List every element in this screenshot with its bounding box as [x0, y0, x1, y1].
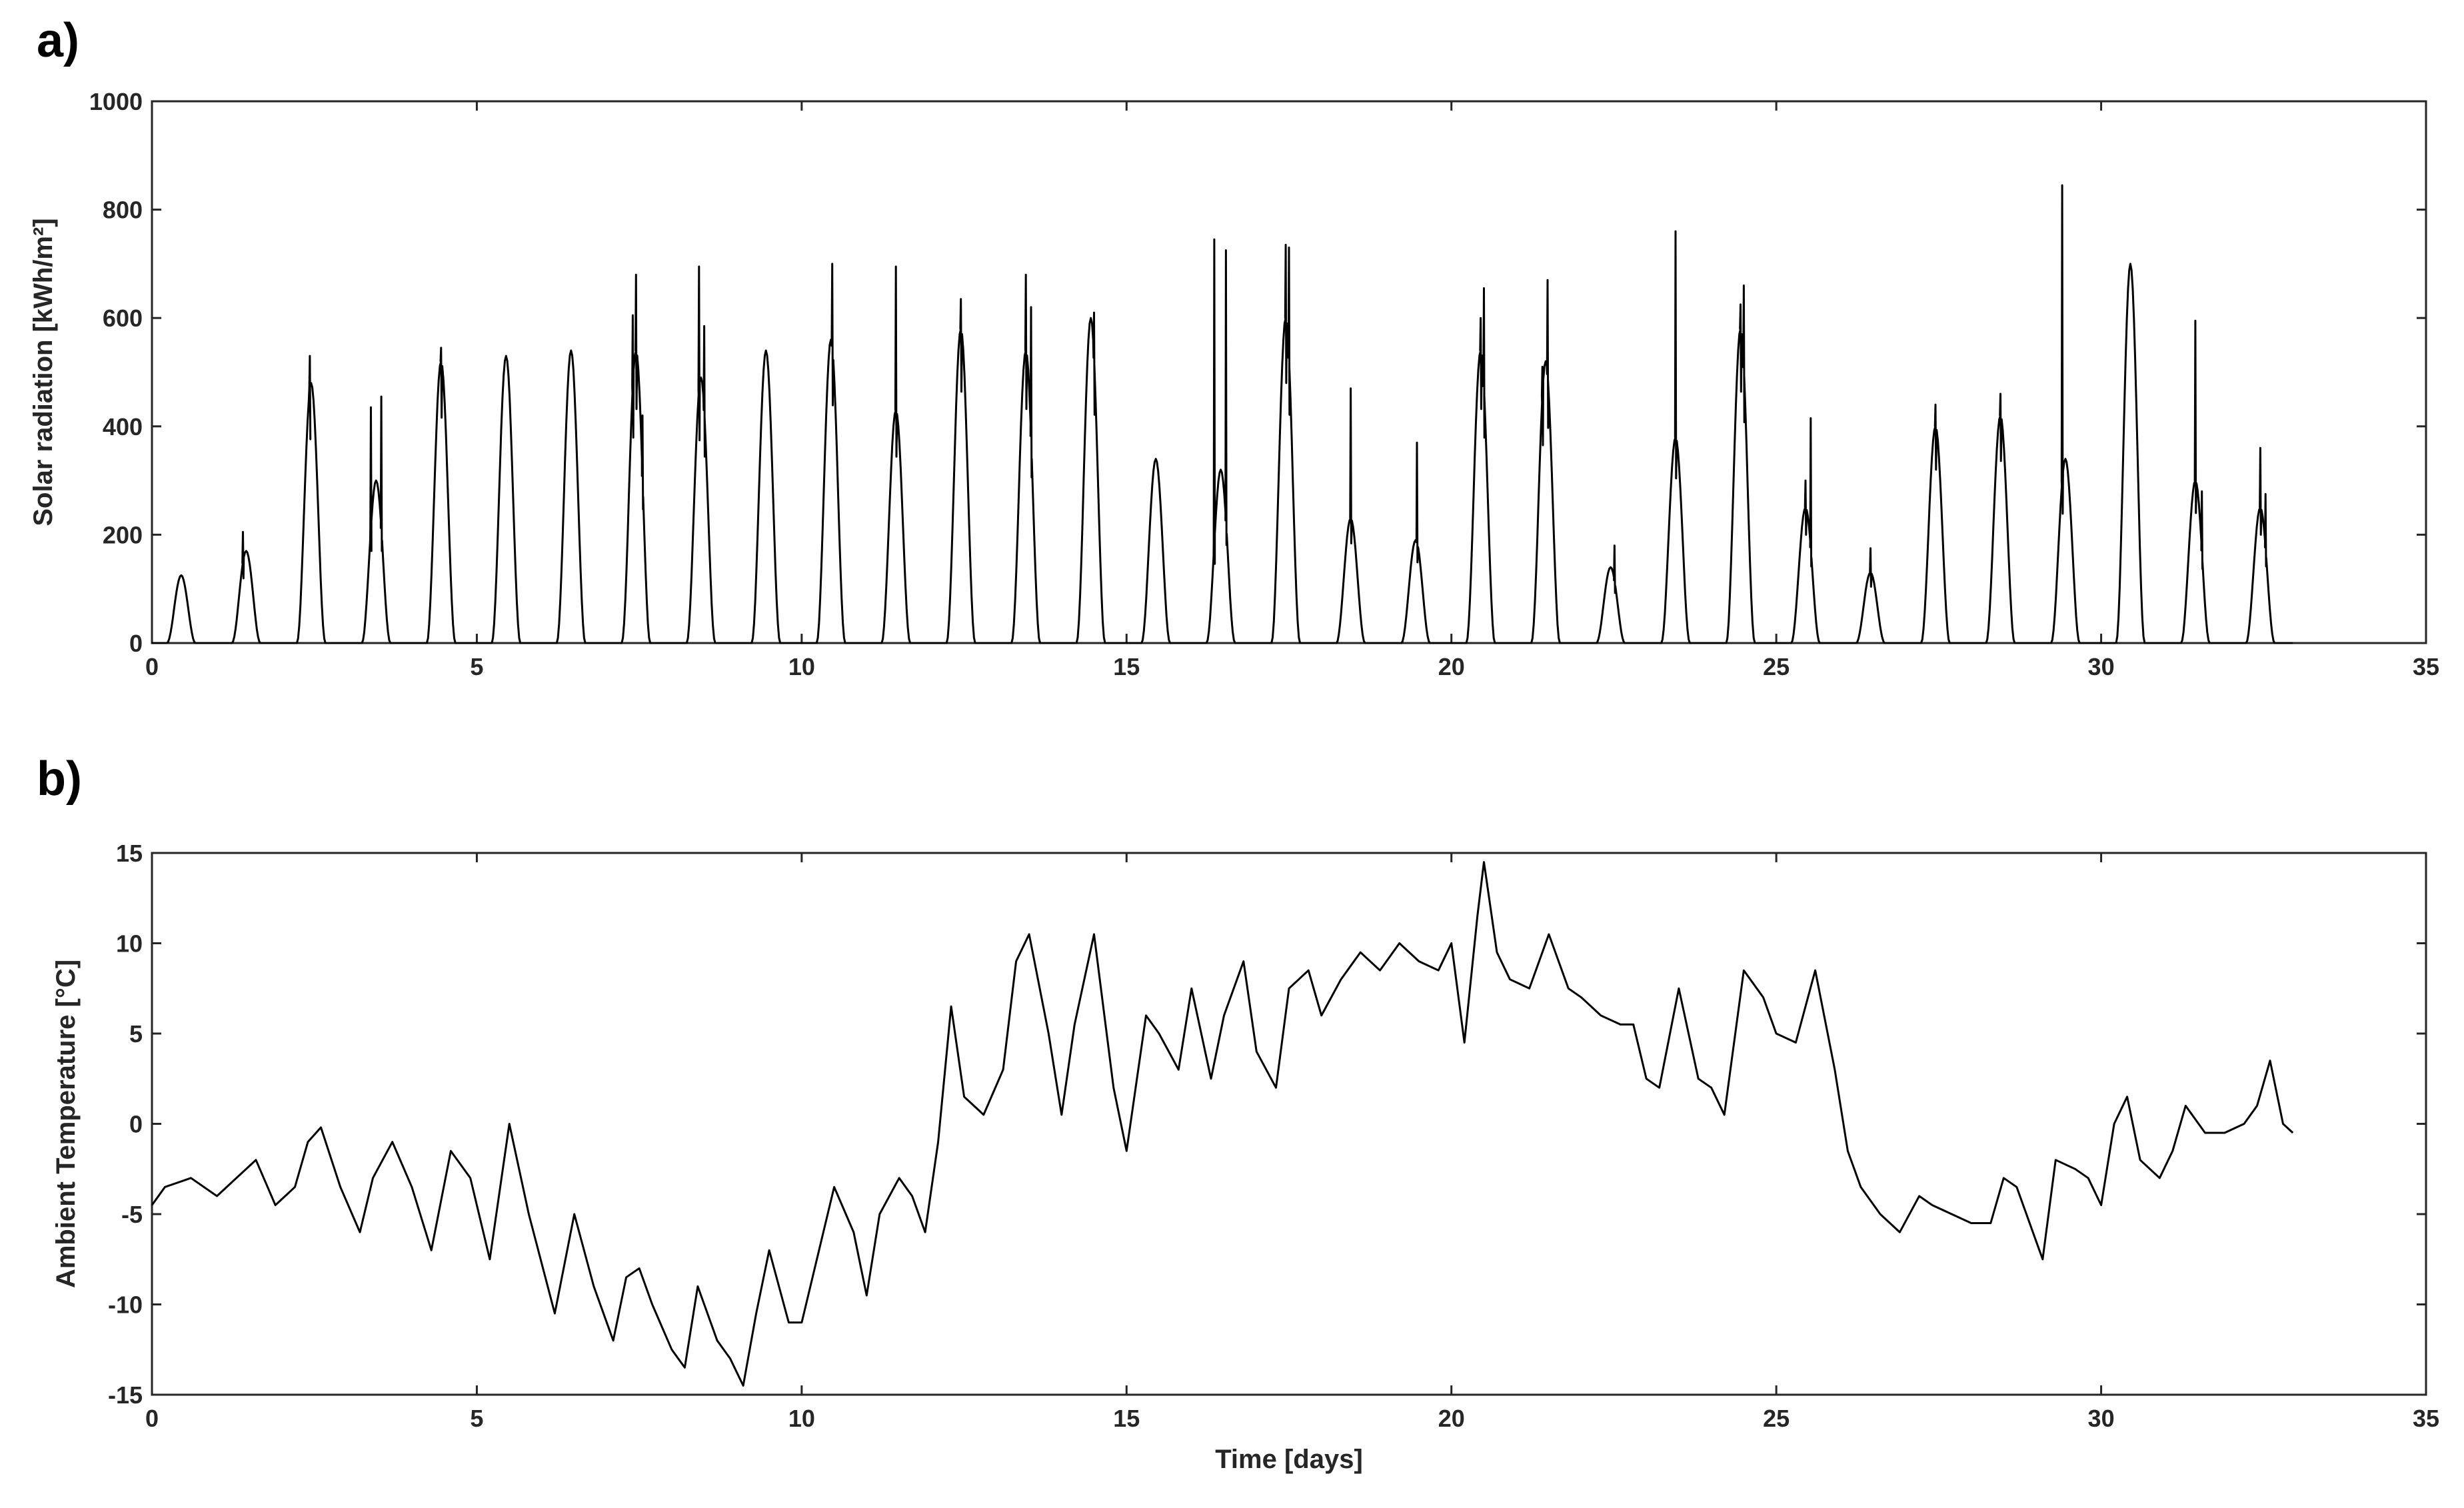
y-tick-label: 15 — [116, 840, 143, 867]
x-tick-label: 25 — [1763, 653, 1790, 680]
x-tick-label: 20 — [1438, 1405, 1465, 1432]
y-axis-label-b: Ambient Temperature [°C] — [51, 960, 81, 1288]
panel-b-label: b) — [37, 752, 82, 806]
x-tick-label: 35 — [2413, 653, 2439, 680]
y-tick-label: -15 — [108, 1381, 143, 1409]
ambient-temperature-chart: 0 5 10 15 20 25 30 35 -15 -10 -5 0 5 10 15 Ambient Tem… — [51, 840, 2439, 1474]
solar-radiation-chart: 0 5 10 15 20 25 30 35 0 200 400 600 800 1000 Solar ra… — [29, 88, 2439, 680]
ambient-temperature-line — [151, 861, 2294, 1387]
y-tick-label: -10 — [108, 1291, 143, 1319]
y-tick-label: 10 — [116, 930, 143, 958]
x-tick-label: 15 — [1113, 1405, 1140, 1432]
x-tick-label: 20 — [1438, 653, 1465, 680]
x-tick-label: 10 — [788, 653, 815, 680]
y-tick-label: 400 — [103, 413, 143, 440]
tick-group-a: 0 5 10 15 20 25 30 35 0 200 400 600 800 1000 — [89, 88, 2439, 680]
x-tick-label: 10 — [788, 1405, 815, 1432]
x-tick-label: 15 — [1113, 653, 1140, 680]
y-tick-label: 1000 — [89, 88, 143, 115]
tick-group-b: 0 5 10 15 20 25 30 35 -15 -10 -5 0 5 10 15 — [108, 840, 2439, 1432]
y-tick-label: 600 — [103, 305, 143, 332]
x-tick-label: 25 — [1763, 1405, 1790, 1432]
y-tick-label: -5 — [121, 1201, 143, 1228]
x-tick-label: 35 — [2413, 1405, 2439, 1432]
y-tick-label: 5 — [129, 1020, 143, 1048]
y-tick-label: 200 — [103, 521, 143, 548]
plot-frame-a — [151, 100, 2427, 644]
y-tick-label: 800 — [103, 197, 143, 224]
x-tick-label: 0 — [145, 653, 159, 680]
plot-frame-b — [151, 852, 2427, 1396]
y-tick-label: 0 — [129, 1111, 143, 1138]
y-axis-label-a: Solar radiation [kWh/m²] — [29, 218, 58, 526]
solar-radiation-line — [152, 184, 2293, 644]
x-axis-label: Time [days] — [1215, 1445, 1363, 1474]
y-tick-label: 0 — [129, 630, 143, 657]
x-tick-label: 5 — [470, 653, 483, 680]
x-tick-label: 0 — [145, 1405, 159, 1432]
x-tick-label: 30 — [2088, 1405, 2115, 1432]
x-tick-label: 30 — [2088, 653, 2115, 680]
x-tick-label: 5 — [470, 1405, 483, 1432]
panel-a-label: a) — [37, 14, 79, 67]
